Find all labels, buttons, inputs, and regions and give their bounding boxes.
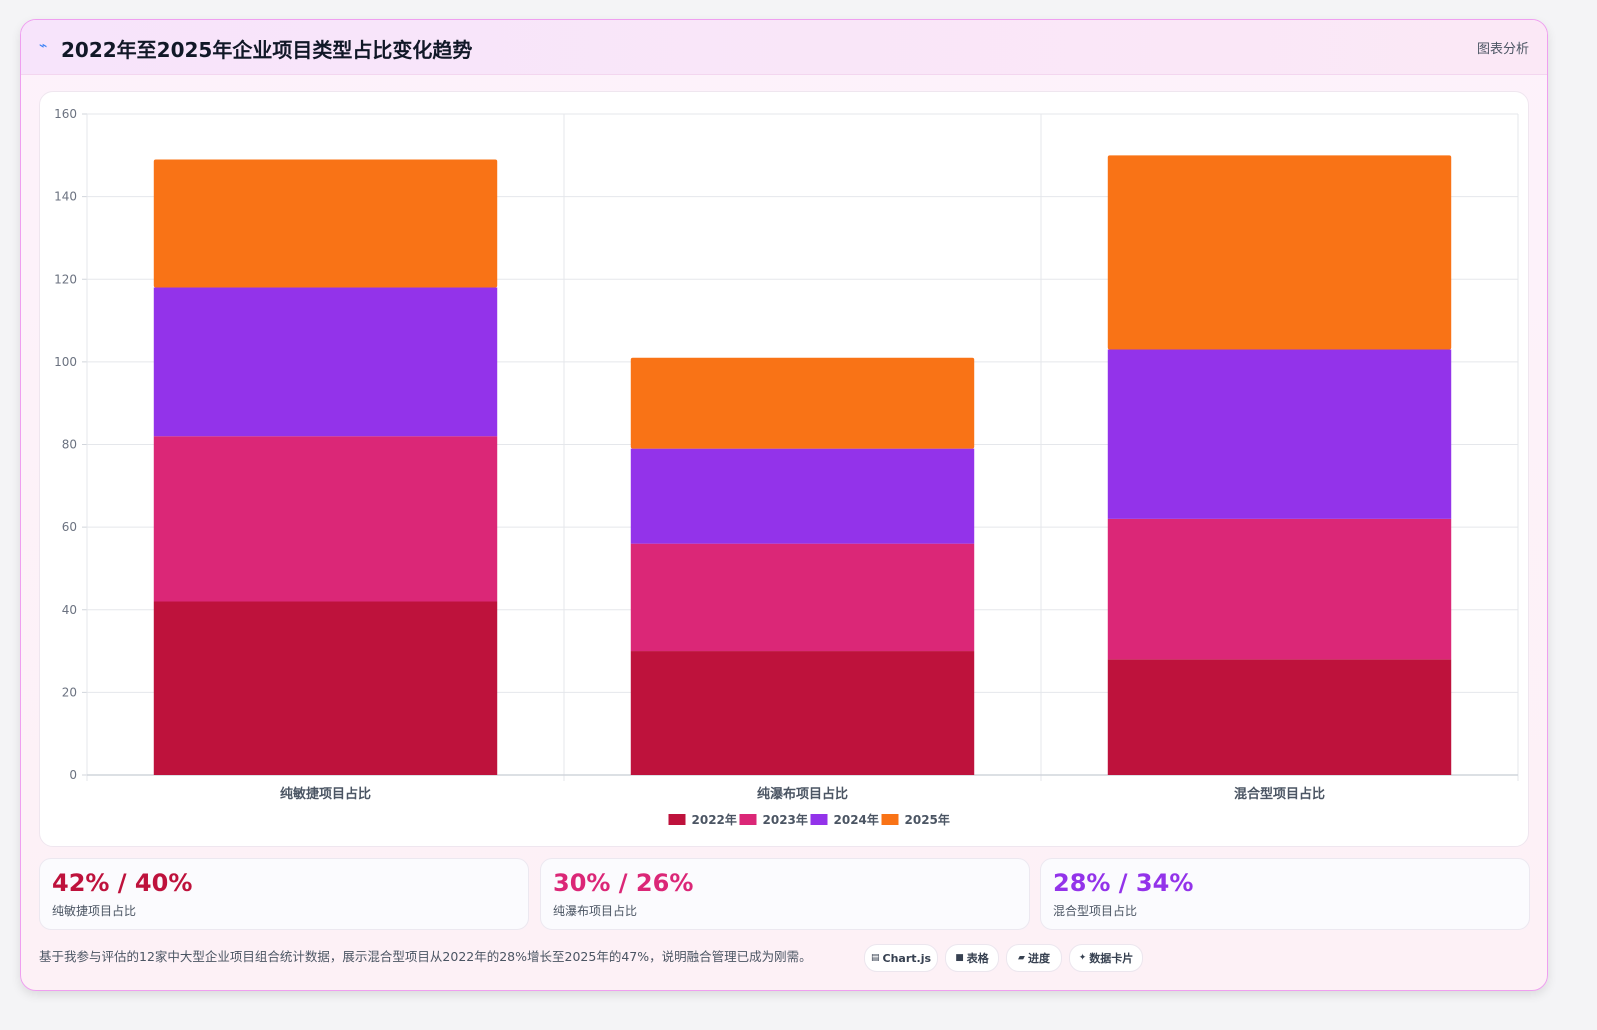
chip-label: 数据卡片 [1089, 952, 1134, 965]
bar-segment [630, 543, 975, 652]
legend-swatch [881, 814, 899, 825]
stat-card-waterfall: 30% / 26% 纯瀑布项目占比 [540, 858, 1030, 930]
progress-icon: ▰ [1018, 953, 1025, 963]
bar-segment [153, 601, 498, 775]
chip-chartjs[interactable]: ▤ Chart.js [864, 944, 938, 972]
legend-label: 2022年 [692, 812, 737, 827]
y-tick-label: 20 [62, 685, 77, 699]
bar-segment [630, 357, 975, 449]
table-icon: ■ [955, 953, 964, 963]
bar-segment [1107, 155, 1452, 350]
bar-segment [153, 287, 498, 437]
card-header: ⌁ 2022年至2025年企业项目类型占比变化趋势 图表分析 [21, 20, 1547, 75]
chip-label: 表格 [966, 952, 989, 965]
stat-value: 28% / 34% [1053, 869, 1194, 897]
legend-swatch [739, 814, 757, 825]
bar-segment [630, 651, 975, 775]
bar-segment [1107, 349, 1452, 519]
chart-icon: ▤ [870, 953, 880, 963]
bar-segment [153, 159, 498, 288]
chip-table[interactable]: ■ 表格 [945, 944, 999, 972]
legend-swatch [810, 814, 828, 825]
y-tick-label: 120 [54, 272, 77, 286]
stacked-bar-chart: 0 20 40 60 80 100 120 140 160 纯敏捷项目占比 纯瀑布项目占比 混合型项目… [54, 107, 1519, 827]
y-tick-label: 0 [69, 768, 77, 782]
page-title: 2022年至2025年企业项目类型占比变化趋势 [61, 38, 473, 62]
legend-label: 2023年 [763, 812, 808, 827]
chip-label: 进度 [1027, 952, 1050, 965]
y-tick-label: 140 [54, 190, 77, 204]
bar-segment [630, 448, 975, 544]
x-tick-label: 纯瀑布项目占比 [757, 786, 848, 802]
x-tick-label: 纯敏捷项目占比 [280, 786, 371, 802]
chip-data-card[interactable]: ✦ 数据卡片 [1069, 944, 1143, 972]
sparkle-icon: ✦ [1078, 953, 1087, 963]
legend-swatch [668, 814, 686, 825]
y-tick-label: 60 [62, 520, 77, 534]
legend-label: 2024年 [834, 812, 879, 827]
chart-card: ⌁ 2022年至2025年企业项目类型占比变化趋势 图表分析 0 20 40 60 80… [20, 19, 1548, 991]
chart-analysis-button[interactable]: 图表分析 [1476, 42, 1529, 57]
bar-segment [1107, 659, 1452, 775]
y-tick-label: 80 [62, 438, 77, 452]
y-tick-label: 100 [54, 355, 77, 369]
footnote: 基于我参与评估的12家中大型企业项目组合统计数据，展示混合型项目从2022年的2… [39, 949, 812, 964]
trend-icon: ⌁ [39, 38, 48, 54]
stat-label: 纯敏捷项目占比 [52, 904, 137, 918]
stat-card-agile: 42% / 40% 纯敏捷项目占比 [39, 858, 529, 930]
stat-card-hybrid: 28% / 34% 混合型项目占比 [1040, 858, 1530, 930]
y-tick-label: 160 [54, 107, 77, 121]
stat-label: 纯瀑布项目占比 [553, 904, 638, 918]
stat-value: 42% / 40% [52, 869, 193, 897]
y-tick-label: 40 [62, 603, 77, 617]
x-tick-label: 混合型项目占比 [1234, 786, 1325, 802]
chip-progress[interactable]: ▰ 进度 [1006, 944, 1062, 972]
chart-panel: 0 20 40 60 80 100 120 140 160 纯敏捷项目占比 纯瀑布项目占比 混合型项目… [39, 91, 1529, 847]
bar-segment [1107, 518, 1452, 660]
stat-value: 30% / 26% [553, 869, 694, 897]
stat-label: 混合型项目占比 [1053, 904, 1138, 918]
bar-segment [153, 436, 498, 602]
chip-label: Chart.js [882, 951, 932, 965]
legend-label: 2025年 [905, 812, 950, 827]
